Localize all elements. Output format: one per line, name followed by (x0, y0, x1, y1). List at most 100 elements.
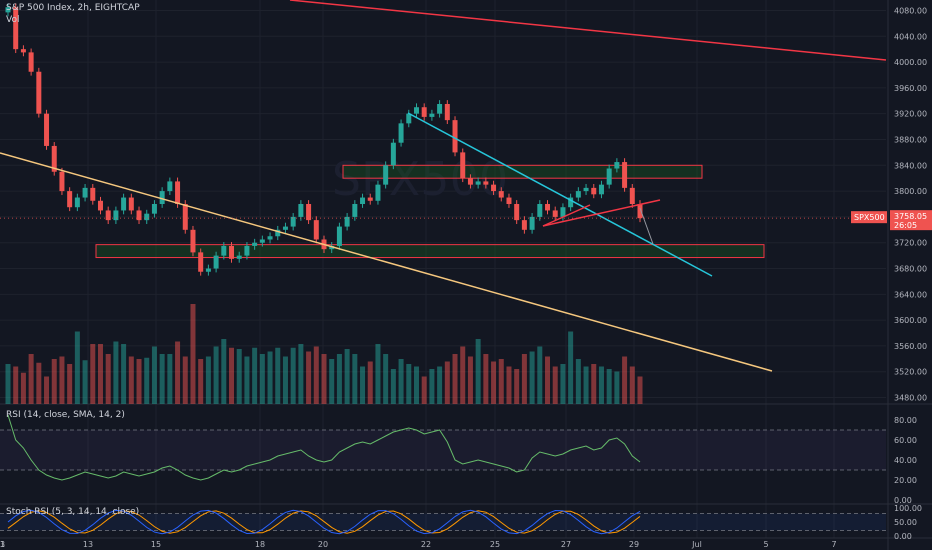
candle-35 (275, 229, 281, 237)
rsi-pane (0, 414, 886, 481)
stoch-band (0, 513, 886, 531)
candle-67 (521, 220, 527, 230)
candle-25 (198, 252, 204, 272)
volume-bar-45 (352, 354, 358, 404)
volume-bar-12 (97, 344, 103, 404)
time-tick-5: 25 (490, 540, 500, 549)
candle-26 (205, 268, 211, 272)
time-tick-11: 11 (0, 540, 5, 549)
candle-66 (514, 204, 520, 221)
volume-bar-62 (483, 354, 489, 404)
volume-bar-14 (113, 341, 119, 404)
time-tick-7: 29 (629, 540, 639, 549)
volume-bar-23 (182, 356, 188, 404)
candle-33 (259, 239, 265, 243)
volume-bar-36 (282, 356, 288, 404)
volume-bar-68 (529, 351, 535, 404)
time-tick-1: 15 (151, 540, 161, 549)
candle-42 (329, 245, 335, 250)
symbol-watermark: SPX500 (332, 152, 508, 206)
volume-bar-1 (13, 366, 19, 404)
volume-bar-29 (229, 347, 235, 404)
candle-8 (67, 191, 73, 208)
candle-7 (59, 171, 65, 192)
candle-0 (5, 7, 11, 13)
time-tick-2: 18 (255, 540, 265, 549)
volume-bar-26 (205, 356, 211, 404)
candle-1 (13, 7, 19, 50)
price-tick-5: 3880.00 (894, 135, 927, 144)
candle-9 (74, 197, 80, 208)
volume-bar-34 (267, 351, 273, 404)
volume-bar-37 (290, 347, 296, 404)
volume-bar-28 (221, 339, 227, 404)
volume-bar-11 (90, 344, 96, 404)
triangle-lower (542, 204, 591, 227)
symbol-title: S&P 500 Index, 2h, EIGHTCAP (6, 3, 140, 13)
candle-39 (306, 204, 312, 221)
symbol-tag: SPX500 (854, 213, 885, 222)
time-tick-4: 22 (421, 540, 431, 549)
candle-5 (44, 113, 50, 146)
volume-bar-8 (67, 364, 73, 404)
candle-11 (90, 187, 96, 201)
volume-bar-47 (367, 361, 373, 404)
volume-bar-44 (344, 349, 350, 404)
candle-64 (498, 191, 504, 198)
candle-31 (244, 245, 250, 256)
volume-bar-73 (568, 331, 574, 404)
candle-4 (36, 71, 42, 114)
volume-bar-50 (390, 369, 396, 404)
stoch-tick-0: 100.00 (894, 504, 922, 513)
volume-bar-66 (514, 369, 520, 404)
candle-12 (97, 200, 103, 211)
candle-14 (113, 210, 119, 221)
volume-bar-57 (444, 361, 450, 404)
volume-bar-51 (398, 359, 404, 404)
candle-52 (406, 113, 412, 124)
time-tick-12: 13 (0, 540, 5, 549)
volume-bar-56 (437, 366, 443, 404)
volume-bar-42 (329, 359, 335, 404)
candle-6 (51, 145, 57, 172)
price-tick-12: 3600.00 (894, 316, 927, 325)
resistance-line (289, 0, 887, 61)
candle-44 (344, 216, 350, 227)
candle-76 (591, 187, 597, 195)
candle-72 (560, 207, 566, 217)
volume-label: Vol (6, 15, 20, 25)
price-tick-0: 4080.00 (894, 6, 927, 15)
volume-bar-20 (159, 354, 165, 404)
candle-30 (236, 255, 242, 259)
candle-17 (136, 210, 142, 221)
volume-bar-58 (452, 354, 458, 404)
price-axis: 4080.00 4040.00 4000.00 3960.00 3920.00 3880.… (851, 0, 932, 550)
volume-bar-2 (20, 372, 26, 404)
volume-bar-10 (82, 360, 88, 404)
price-tick-10: 3680.00 (894, 265, 927, 274)
candle-80 (622, 162, 628, 188)
price-tick-15: 3480.00 (894, 394, 927, 403)
stoch-label: Stoch RSI (5, 3, 14, 14, close) (6, 507, 140, 517)
candle-58 (452, 120, 458, 153)
candle-32 (252, 242, 258, 246)
candle-3 (28, 52, 34, 72)
candle-53 (413, 107, 419, 114)
candle-45 (352, 204, 358, 217)
price-tag-box (890, 210, 932, 231)
volume-bar-19 (151, 346, 157, 404)
candle-10 (82, 187, 88, 198)
candle-38 (298, 204, 304, 217)
volume-bar-43 (336, 354, 342, 404)
rsi-tick-1: 60.00 (894, 436, 917, 445)
candle-2 (20, 49, 26, 53)
volume-bar-48 (375, 344, 381, 404)
volume-bar-24 (190, 304, 196, 404)
volume-bar-25 (198, 359, 204, 404)
candle-13 (105, 210, 111, 221)
candle-27 (213, 255, 219, 269)
price-tick-2: 4000.00 (894, 58, 927, 67)
volume-bar-18 (144, 357, 150, 404)
candle-36 (282, 226, 288, 230)
